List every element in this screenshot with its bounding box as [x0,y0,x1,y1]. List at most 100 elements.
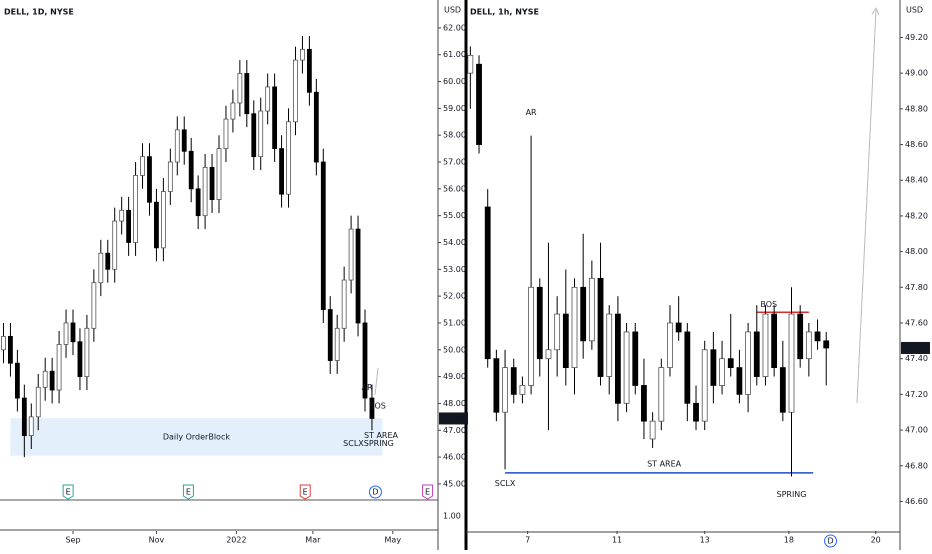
currency-label: USD [906,6,923,15]
candle-body [56,344,62,391]
candle-body [195,188,201,217]
candle-body [745,331,751,395]
level-label: ST AREA [647,459,682,468]
last-price-tag [901,341,930,354]
y-tick-label: 49.00 [905,69,928,78]
candle-body [623,331,630,404]
candle-body [272,86,278,150]
y-tick-label: 60.00 [443,77,466,86]
candle-body [167,161,173,192]
candle-body [223,118,229,150]
earnings-marker [182,484,194,500]
candle-body [510,367,517,395]
candle-body [493,358,500,413]
annotation: ST AREA [364,431,399,440]
projection-arrow [374,367,379,396]
y-tick-label: 56.00 [443,184,466,193]
x-tick-label: May [385,536,402,545]
candle-body [35,386,41,418]
y-tick-label: 47.00 [443,426,466,435]
candle-body [606,313,613,377]
x-tick-label: 13 [700,536,710,545]
candle-body [98,252,104,284]
currency-label: USD [444,6,461,15]
y-tick-label: 48.40 [905,176,928,185]
last-price-label: 47.46 [904,343,930,352]
y-tick-label: 59.00 [443,104,466,113]
candle-body [771,313,778,369]
candle-body [14,362,20,399]
candle-body [580,286,587,342]
candle-body [736,367,743,395]
candle-body [126,209,132,243]
candle-body [719,358,725,386]
x-tick-label: Nov [149,536,165,545]
candle-body [279,148,284,195]
y-tick-label: 47.80 [905,283,928,292]
y-tick-label: 55.00 [443,211,466,220]
candle-body [355,228,361,324]
candle-body [684,331,691,404]
candle-body [63,322,69,345]
candle-body [554,313,561,351]
candle-body [727,358,734,369]
candle-body [327,309,333,361]
candle-body [476,63,482,145]
candle-body [362,322,368,399]
y-tick-label: 47.60 [905,318,928,327]
candle-body [49,370,55,391]
y-tick-label: 47.40 [905,354,928,363]
candle-body [300,48,305,61]
candle-body [28,416,34,437]
y-tick-label: 46.00 [443,453,466,462]
event-label: D [827,537,833,546]
candle-body [160,191,166,249]
candle-body [667,322,673,369]
x-tick-label: Sep [65,536,80,545]
candle-body [202,166,208,217]
candle-body [701,349,708,422]
y-tick-label: 53.00 [443,265,466,274]
candle-body [84,327,90,378]
y-tick-label: 48.80 [905,104,928,113]
candle-body [21,397,27,437]
candle-body [174,129,180,163]
event-label: E [303,488,308,497]
candle-body [562,313,569,369]
candle-body [147,156,152,203]
candle-body [369,397,375,419]
y-tick-label: 47.00 [905,426,928,435]
annotation: SPRING [776,490,806,499]
y-tick-label: 52.00 [443,292,466,301]
candle-body [334,327,340,361]
earnings-marker [299,484,311,500]
candle-body [181,129,187,152]
volume-tick-label: 1.00 [443,512,461,521]
candle-body [788,313,795,413]
candle-body [693,402,699,422]
candle-body [467,54,474,74]
dividend-marker [368,485,382,499]
candle-body [814,331,821,342]
last-price-tag [439,412,468,425]
y-tick-label: 48.00 [443,399,466,408]
candle-body [140,156,145,176]
projection-arrow [856,9,877,404]
y-tick-label: 62.00 [443,23,466,32]
arrow-head [871,6,880,16]
y-tick-label: 47.20 [905,390,928,399]
level-label: BOS [760,300,777,309]
y-tick-label: 48.20 [905,211,928,220]
candle-body [545,349,552,360]
candle-body [320,161,326,310]
candle-body [588,277,595,342]
y-tick-label: 50.00 [443,345,466,354]
order-block [10,418,383,456]
y-tick-label: 46.60 [905,497,928,506]
earnings-marker [422,484,434,500]
candle-body [528,286,534,386]
y-tick-label: 49.00 [443,372,466,381]
y-tick-label: 49.20 [905,33,928,42]
